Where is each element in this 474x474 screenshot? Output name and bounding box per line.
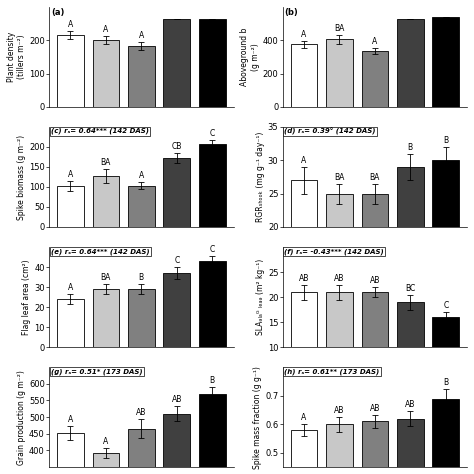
- Text: (f) rₛ= -0.43*** (142 DAS): (f) rₛ= -0.43*** (142 DAS): [284, 248, 384, 255]
- Bar: [397, 167, 424, 360]
- Text: A: A: [139, 171, 144, 180]
- Bar: [57, 186, 83, 227]
- Text: (b): (b): [284, 8, 298, 17]
- Text: A: A: [372, 37, 377, 46]
- Text: AB: AB: [334, 273, 345, 283]
- Bar: [164, 18, 190, 107]
- Bar: [128, 46, 155, 107]
- Y-axis label: RGRₛₕₒₒₖ (mg g⁻¹ day⁻¹): RGRₛₕₒₒₖ (mg g⁻¹ day⁻¹): [256, 132, 265, 222]
- Y-axis label: SLAₔₗₐᴳ ₗₑₐₔ (m² kg⁻¹): SLAₔₗₐᴳ ₗₑₐₔ (m² kg⁻¹): [256, 259, 265, 335]
- Text: AB: AB: [334, 406, 345, 415]
- Bar: [362, 292, 388, 397]
- Text: A: A: [301, 156, 307, 165]
- Bar: [291, 292, 317, 397]
- Bar: [164, 414, 190, 474]
- Y-axis label: Plant density
(tillers m⁻²): Plant density (tillers m⁻²): [7, 32, 27, 82]
- Bar: [92, 40, 119, 107]
- Text: BA: BA: [334, 173, 345, 182]
- Text: AB: AB: [370, 276, 380, 285]
- Text: AB: AB: [136, 409, 146, 418]
- Bar: [326, 292, 353, 397]
- Text: (g) rₛ= 0.51* (173 DAS): (g) rₛ= 0.51* (173 DAS): [51, 368, 143, 374]
- Bar: [57, 433, 83, 474]
- Bar: [432, 317, 459, 397]
- Text: AB: AB: [405, 400, 416, 409]
- Bar: [128, 186, 155, 227]
- Text: B: B: [139, 273, 144, 282]
- Text: A: A: [139, 31, 144, 40]
- Bar: [432, 160, 459, 360]
- Text: C: C: [443, 301, 448, 310]
- Bar: [326, 39, 353, 107]
- Text: (c) rₛ= 0.64*** (142 DAS): (c) rₛ= 0.64*** (142 DAS): [51, 128, 149, 135]
- Text: C: C: [174, 256, 179, 265]
- Bar: [432, 17, 459, 107]
- Text: A: A: [68, 20, 73, 29]
- Y-axis label: Grain production (g m⁻²): Grain production (g m⁻²): [17, 370, 26, 465]
- Text: B: B: [210, 376, 215, 385]
- Bar: [326, 424, 353, 474]
- Bar: [128, 289, 155, 347]
- Bar: [199, 394, 226, 474]
- Text: BA: BA: [370, 173, 380, 182]
- Bar: [199, 144, 226, 227]
- Bar: [362, 421, 388, 474]
- Bar: [291, 430, 317, 474]
- Bar: [291, 45, 317, 107]
- Bar: [397, 18, 424, 107]
- Y-axis label: Aboveground b
(g m⁻²): Aboveground b (g m⁻²): [240, 28, 260, 86]
- Text: A: A: [301, 30, 307, 39]
- Bar: [128, 429, 155, 474]
- Text: (h) rₛ= 0.61** (173 DAS): (h) rₛ= 0.61** (173 DAS): [284, 368, 380, 374]
- Text: BA: BA: [100, 273, 111, 282]
- Bar: [164, 158, 190, 227]
- Text: B: B: [443, 378, 448, 387]
- Text: BA: BA: [100, 158, 111, 167]
- Y-axis label: Spike mass fraction (g g⁻¹): Spike mass fraction (g g⁻¹): [254, 365, 263, 468]
- Bar: [199, 261, 226, 347]
- Text: B: B: [443, 136, 448, 145]
- Text: B: B: [408, 143, 413, 152]
- Bar: [164, 273, 190, 347]
- Bar: [362, 194, 388, 360]
- Text: AB: AB: [299, 273, 309, 283]
- Text: (a): (a): [51, 8, 64, 17]
- Text: C: C: [210, 245, 215, 254]
- Text: A: A: [68, 415, 73, 424]
- Text: BA: BA: [334, 24, 345, 33]
- Bar: [92, 453, 119, 474]
- Text: A: A: [301, 413, 307, 422]
- Text: (d) rₛ= 0.39° (142 DAS): (d) rₛ= 0.39° (142 DAS): [284, 128, 376, 136]
- Text: A: A: [68, 283, 73, 292]
- Text: A: A: [103, 437, 109, 446]
- Text: (e) rₛ= 0.64*** (142 DAS): (e) rₛ= 0.64*** (142 DAS): [51, 248, 149, 255]
- Bar: [326, 194, 353, 360]
- Bar: [57, 299, 83, 347]
- Text: AB: AB: [370, 404, 380, 413]
- Text: A: A: [103, 25, 109, 34]
- Text: BC: BC: [405, 283, 415, 292]
- Y-axis label: Spike biomass (g m⁻²): Spike biomass (g m⁻²): [18, 135, 27, 219]
- Bar: [199, 18, 226, 107]
- Bar: [362, 51, 388, 107]
- Bar: [397, 302, 424, 397]
- Text: CB: CB: [172, 142, 182, 151]
- Text: A: A: [68, 170, 73, 179]
- Bar: [92, 289, 119, 347]
- Bar: [291, 180, 317, 360]
- Text: C: C: [210, 129, 215, 138]
- Bar: [57, 35, 83, 107]
- Bar: [92, 176, 119, 227]
- Bar: [397, 419, 424, 474]
- Text: AB: AB: [172, 395, 182, 404]
- Bar: [432, 399, 459, 474]
- Y-axis label: Flag leaf area (cm²): Flag leaf area (cm²): [22, 259, 31, 335]
